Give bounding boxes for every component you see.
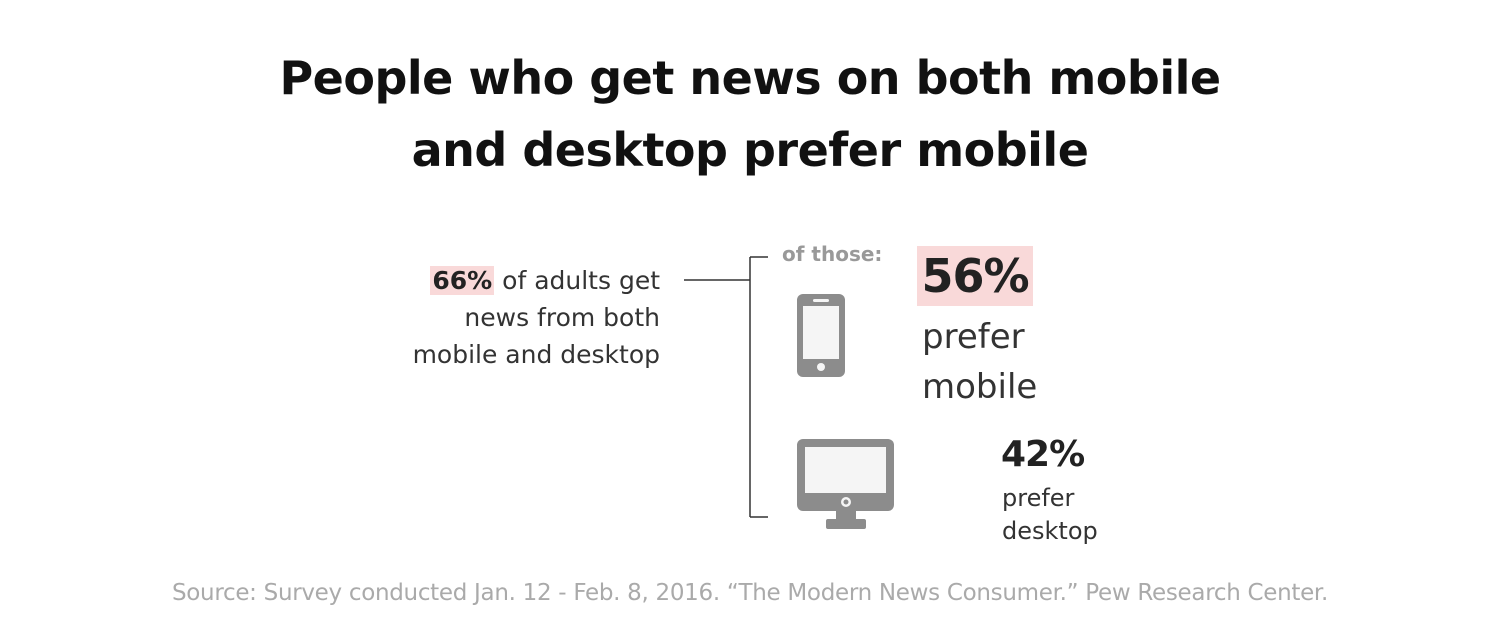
chart-title: People who get news on both mobile and d… <box>0 42 1500 186</box>
mobile-percent: 56% <box>917 246 1033 306</box>
mobile-label: prefer mobile <box>922 312 1037 412</box>
desktop-label-line-1: prefer <box>1002 484 1075 512</box>
base-statement-line-1: 66% of adults get <box>360 262 660 299</box>
base-statement-line-2: news from both <box>464 303 660 332</box>
base-percent-highlight: 66% <box>430 266 495 295</box>
base-statement-line-3: mobile and desktop <box>412 340 660 369</box>
title-line-2: and desktop prefer mobile <box>411 123 1089 177</box>
desktop-percent: 42% <box>1001 434 1085 475</box>
mobile-label-line-1: prefer <box>922 317 1025 357</box>
branch-label: of those: <box>782 242 883 266</box>
mobile-label-line-2: mobile <box>922 367 1038 407</box>
desktop-label: prefer desktop <box>1002 482 1098 548</box>
desktop-label-line-2: desktop <box>1002 517 1098 545</box>
smartphone-icon <box>797 294 845 377</box>
base-statement-line-1-rest: of adults get <box>494 266 660 295</box>
base-statement: 66% of adults get news from both mobile … <box>360 262 660 373</box>
title-line-1: People who get news on both mobile <box>279 51 1221 105</box>
desktop-monitor-icon <box>797 439 894 529</box>
source-note: Source: Survey conducted Jan. 12 - Feb. … <box>171 580 1328 606</box>
